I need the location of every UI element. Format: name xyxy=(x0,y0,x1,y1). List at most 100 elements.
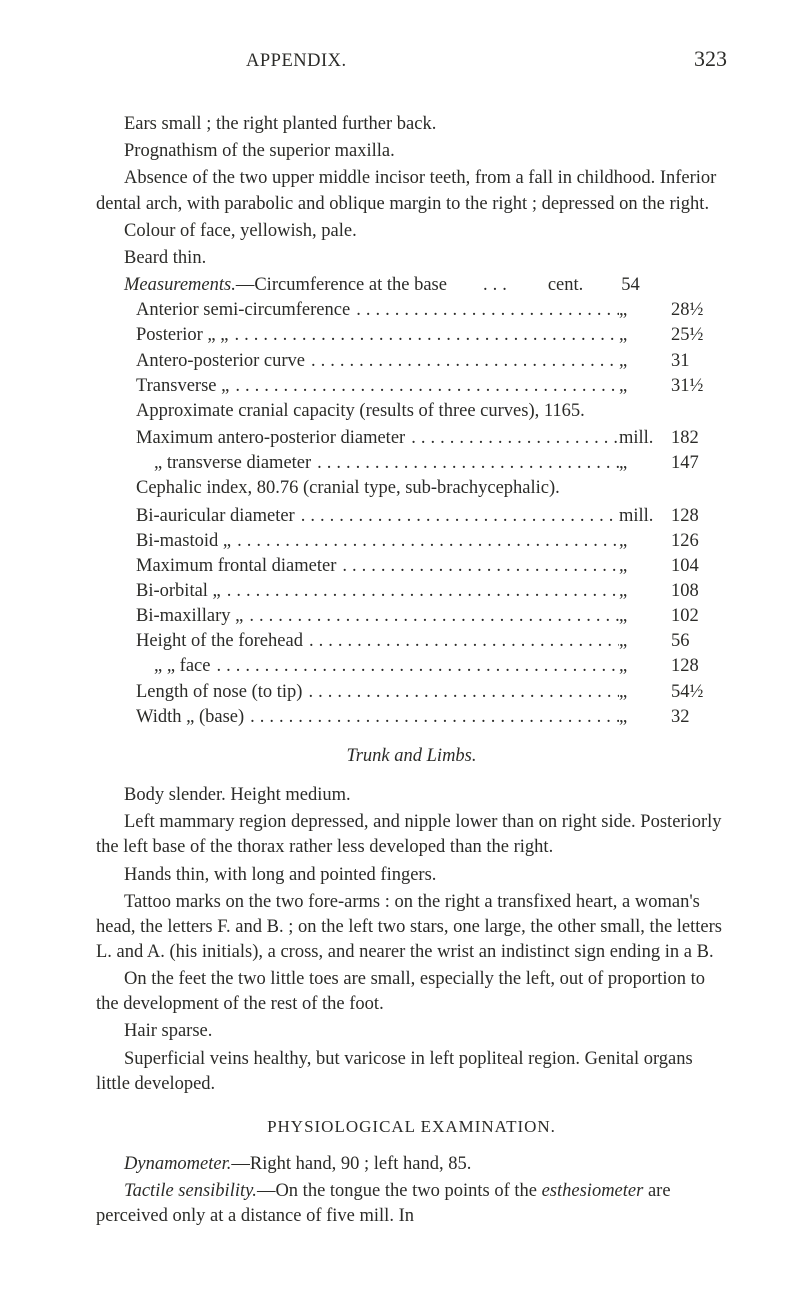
m-value: 25½ xyxy=(671,323,727,348)
m-value: 182 xyxy=(671,426,727,451)
m-value: 56 xyxy=(671,629,727,654)
trunk-block: Body slender. Height medium. Left mammar… xyxy=(96,783,727,1097)
dots xyxy=(405,426,619,451)
esth-label: esthesiometer xyxy=(542,1181,644,1201)
measurement-row: Length of nose (to tip) „ 54½ xyxy=(96,680,727,705)
measurements-label: Measurements. xyxy=(124,275,236,295)
m-label: Maximum frontal diameter xyxy=(96,554,336,579)
m-unit: „ xyxy=(619,529,671,554)
dyn-rest: —Right hand, 90 ; left hand, 85. xyxy=(231,1154,471,1174)
measurement-row: Bi-orbital „ „ 108 xyxy=(96,579,727,604)
dots xyxy=(350,298,619,323)
m-value: 147 xyxy=(671,451,727,476)
m-value: 28½ xyxy=(671,298,727,323)
ditto: „ xyxy=(619,298,671,323)
m-unit: „ xyxy=(619,604,671,629)
ditto: „ xyxy=(619,323,671,348)
dots xyxy=(231,529,619,554)
m-value: 128 xyxy=(671,654,727,679)
m-unit: „ xyxy=(619,579,671,604)
m-value: 31 xyxy=(671,349,727,374)
physio-block: Dynamometer.—Right hand, 90 ; left hand,… xyxy=(96,1152,727,1229)
intro-p3: Absence of the two upper middle incisor … xyxy=(96,166,727,216)
measurement-row: Transverse „ „ 31½ xyxy=(96,374,727,399)
measurement-row: Bi-mastoid „ „ 126 xyxy=(96,529,727,554)
intro-p4: Colour of face, yellowish, pale. xyxy=(96,219,727,244)
m-label: Posterior „ „ xyxy=(96,323,228,348)
measurement-row-first: Measurements.—Circumference at the base … xyxy=(96,273,727,298)
m-label: „ transverse diameter xyxy=(96,451,311,476)
dots xyxy=(243,604,619,629)
m-label: Bi-auricular diameter xyxy=(96,504,295,529)
page-header: APPENDIX. 323 xyxy=(96,44,727,74)
dots: ... xyxy=(447,273,520,298)
m-value: 32 xyxy=(671,705,727,730)
page-number: 323 xyxy=(694,44,727,74)
trunk-title: Trunk and Limbs. xyxy=(96,744,727,769)
tact-label: Tactile sensibility. xyxy=(124,1181,257,1201)
unit-mill: mill. xyxy=(619,426,671,451)
trunk-p7: Superficial veins healthy, but varicose … xyxy=(96,1047,727,1097)
m-unit: „ xyxy=(619,554,671,579)
physio-title: PHYSIOLOGICAL EXAMINATION. xyxy=(96,1115,727,1138)
m-value: 31½ xyxy=(671,374,727,399)
dots xyxy=(229,374,619,399)
ditto: „ xyxy=(619,451,671,476)
dots xyxy=(295,504,619,529)
dots xyxy=(221,579,619,604)
ditto: „ xyxy=(619,374,671,399)
trunk-p2: Left mammary region depressed, and nippl… xyxy=(96,810,727,860)
trunk-p5: On the feet the two little toes are smal… xyxy=(96,967,727,1017)
cephalic-line: Cephalic index, 80.76 (cranial type, sub… xyxy=(96,476,727,501)
dots xyxy=(305,349,619,374)
m-label: Bi-mastoid „ xyxy=(96,529,231,554)
measurements-first-rest: —Circumference at the base xyxy=(236,275,447,295)
dots xyxy=(303,629,619,654)
m-value: 126 xyxy=(671,529,727,554)
intro-p5: Beard thin. xyxy=(96,246,727,271)
approx-line: Approximate cranial capacity (results of… xyxy=(96,399,727,424)
measurement-row: Maximum antero-posterior diameter mill. … xyxy=(96,426,727,451)
m-unit: mill. xyxy=(619,504,671,529)
measurement-row: Posterior „ „ „ 25½ xyxy=(96,323,727,348)
dyn-label: Dynamometer. xyxy=(124,1154,231,1174)
m-label: Antero-posterior curve xyxy=(96,349,305,374)
measurement-row: Width „ (base) „ 32 xyxy=(96,705,727,730)
measurement-row: „ transverse diameter „ 147 xyxy=(96,451,727,476)
first-value: 54 xyxy=(593,273,649,298)
m-unit: „ xyxy=(619,705,671,730)
m-label: Anterior semi-circumference xyxy=(96,298,350,323)
header-title: APPENDIX. xyxy=(246,49,347,74)
intro-p2: Prognathism of the superior maxilla. xyxy=(96,139,727,164)
m-value: 108 xyxy=(671,579,727,604)
m-unit: „ xyxy=(619,629,671,654)
m-label: Transverse „ xyxy=(96,374,229,399)
dots xyxy=(228,323,619,348)
measurement-row: Bi-maxillary „ „ 102 xyxy=(96,604,727,629)
trunk-p6: Hair sparse. xyxy=(96,1019,727,1044)
dynamometer-line: Dynamometer.—Right hand, 90 ; left hand,… xyxy=(96,1152,727,1177)
tact-rest: —On the tongue the two points of the xyxy=(257,1181,542,1201)
m-label: Width „ (base) xyxy=(96,705,244,730)
m-value: 128 xyxy=(671,504,727,529)
dots xyxy=(302,680,619,705)
dots xyxy=(244,705,619,730)
m-label: Length of nose (to tip) xyxy=(96,680,302,705)
measurement-row: „ „ face „ 128 xyxy=(96,654,727,679)
measurement-row: Maximum frontal diameter „ 104 xyxy=(96,554,727,579)
measurement-row: Bi-auricular diameter mill. 128 xyxy=(96,504,727,529)
tactile-line: Tactile sensibility.—On the tongue the t… xyxy=(96,1179,727,1229)
unit-cent: cent. xyxy=(520,273,593,298)
m-value: 102 xyxy=(671,604,727,629)
ditto: „ xyxy=(619,349,671,374)
intro-block: Ears small ; the right planted further b… xyxy=(96,112,727,271)
intro-p1: Ears small ; the right planted further b… xyxy=(96,112,727,137)
dots xyxy=(210,654,619,679)
trunk-p1: Body slender. Height medium. xyxy=(96,783,727,808)
measurement-row: Height of the forehead „ 56 xyxy=(96,629,727,654)
m-label: Bi-maxillary „ xyxy=(96,604,243,629)
dots xyxy=(336,554,619,579)
m-value: 54½ xyxy=(671,680,727,705)
dots xyxy=(311,451,619,476)
measurement-row: Antero-posterior curve „ 31 xyxy=(96,349,727,374)
